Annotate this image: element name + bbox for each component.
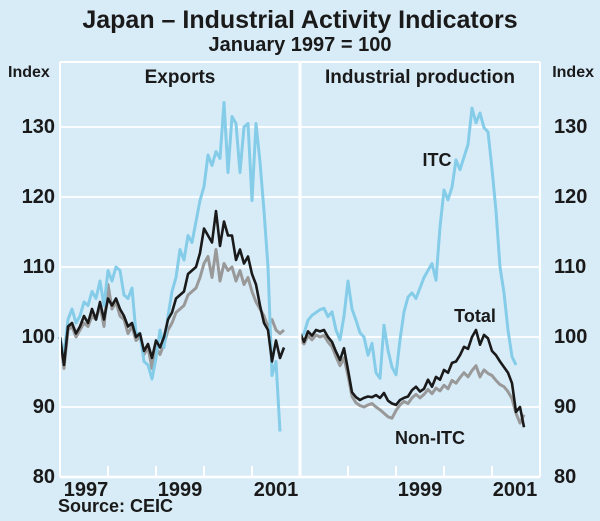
x-label-left-1999: 1999 bbox=[157, 479, 203, 501]
x-label-left-2001: 2001 bbox=[253, 479, 299, 501]
y-tick-right-80: 80 bbox=[554, 466, 577, 488]
panel-title-exports: Exports bbox=[144, 67, 216, 88]
x-label-right-1999: 1999 bbox=[397, 479, 443, 501]
left-axis-unit: Index bbox=[8, 64, 50, 81]
source-note: Source: CEIC bbox=[58, 496, 174, 516]
y-tick-left-130: 130 bbox=[21, 116, 55, 138]
y-tick-left-90: 90 bbox=[32, 396, 55, 418]
y-tick-right-90: 90 bbox=[554, 396, 577, 418]
y-tick-left-80: 80 bbox=[32, 466, 55, 488]
y-tick-right-100: 100 bbox=[554, 326, 588, 348]
series-label-itc: ITC bbox=[422, 150, 452, 170]
x-label-left-1997: 1997 bbox=[63, 479, 109, 501]
y-tick-left-120: 120 bbox=[21, 186, 55, 208]
y-tick-right-120: 120 bbox=[554, 186, 588, 208]
y-tick-right-130: 130 bbox=[554, 116, 588, 138]
panel-title-industrial-production: Industrial production bbox=[325, 67, 515, 88]
y-tick-right-110: 110 bbox=[554, 256, 587, 278]
x-label-right-2001: 2001 bbox=[492, 479, 538, 501]
y-tick-left-100: 100 bbox=[21, 326, 55, 348]
series-label-non-itc: Non-ITC bbox=[395, 428, 465, 448]
series-label-total: Total bbox=[454, 306, 496, 326]
chart-subtitle: January 1997 = 100 bbox=[208, 34, 392, 56]
y-tick-left-110: 110 bbox=[22, 256, 55, 278]
right-axis-unit: Index bbox=[552, 64, 594, 81]
chart-title: Japan – Industrial Activity Indicators bbox=[82, 6, 518, 34]
